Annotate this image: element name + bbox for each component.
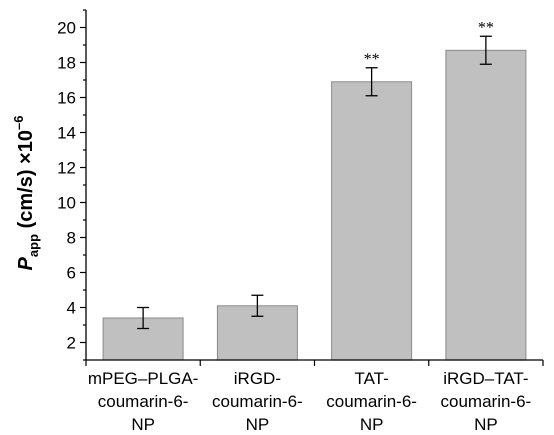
y-axis-title: Papp (cm/s) ×10–6 (11, 116, 41, 271)
y-axis: 2 4 6 8 10 12 14 16 18 20 (57, 9, 87, 361)
significance-label-3: ** (364, 51, 380, 68)
y-tick-label: 2 (67, 334, 76, 353)
y-tick-label: 20 (57, 19, 76, 38)
y-tick-label: 18 (57, 54, 76, 73)
category-label-2-line-2: coumarin-6- (212, 392, 303, 411)
x-axis (85, 359, 544, 366)
significance-labels-group: ** ** (364, 19, 494, 68)
y-tick-label: 4 (67, 299, 76, 318)
significance-label-4: ** (478, 19, 494, 36)
y-tick-label: 8 (67, 229, 76, 248)
y-axis-title-symbol: P (15, 256, 37, 270)
svg-text:Papp (cm/s) ×10–6: Papp (cm/s) ×10–6 (11, 116, 41, 271)
y-tick-label: 16 (57, 89, 76, 108)
category-label-4-line-1: iRGD–TAT- (443, 369, 528, 388)
category-label-1-line-3: NP (131, 415, 155, 434)
category-label-3-line-3: NP (360, 415, 384, 434)
category-label-4-line-3: NP (474, 415, 498, 434)
bars-group (102, 49, 527, 361)
category-label-1-line-1: mPEG–PLGA- (88, 369, 199, 388)
y-tick-label: 6 (67, 264, 76, 283)
error-bars-group (137, 35, 492, 330)
y-tick-label: 10 (57, 194, 76, 213)
y-axis-title-text: (cm/s) ×10 (15, 130, 37, 234)
y-tick-label: 14 (57, 124, 76, 143)
bar-3 (331, 81, 413, 361)
category-label-2-line-1: iRGD- (234, 369, 281, 388)
category-label-1-line-2: coumarin-6- (98, 392, 189, 411)
bar-4 (445, 49, 527, 361)
y-axis-title-superscript: –6 (11, 116, 26, 130)
category-label-3-line-1: TAT- (354, 369, 388, 388)
category-labels-group: mPEG–PLGA-coumarin-6- NP iRGD-coumarin-6- N… (88, 369, 531, 434)
y-tick-label: 12 (57, 159, 76, 178)
category-label-3-line-2: coumarin-6- (326, 392, 417, 411)
category-label-2-line-3: NP (246, 415, 270, 434)
category-label-4-line-2: coumarin-6- (441, 392, 532, 411)
y-axis-title-subscript: app (26, 234, 41, 257)
